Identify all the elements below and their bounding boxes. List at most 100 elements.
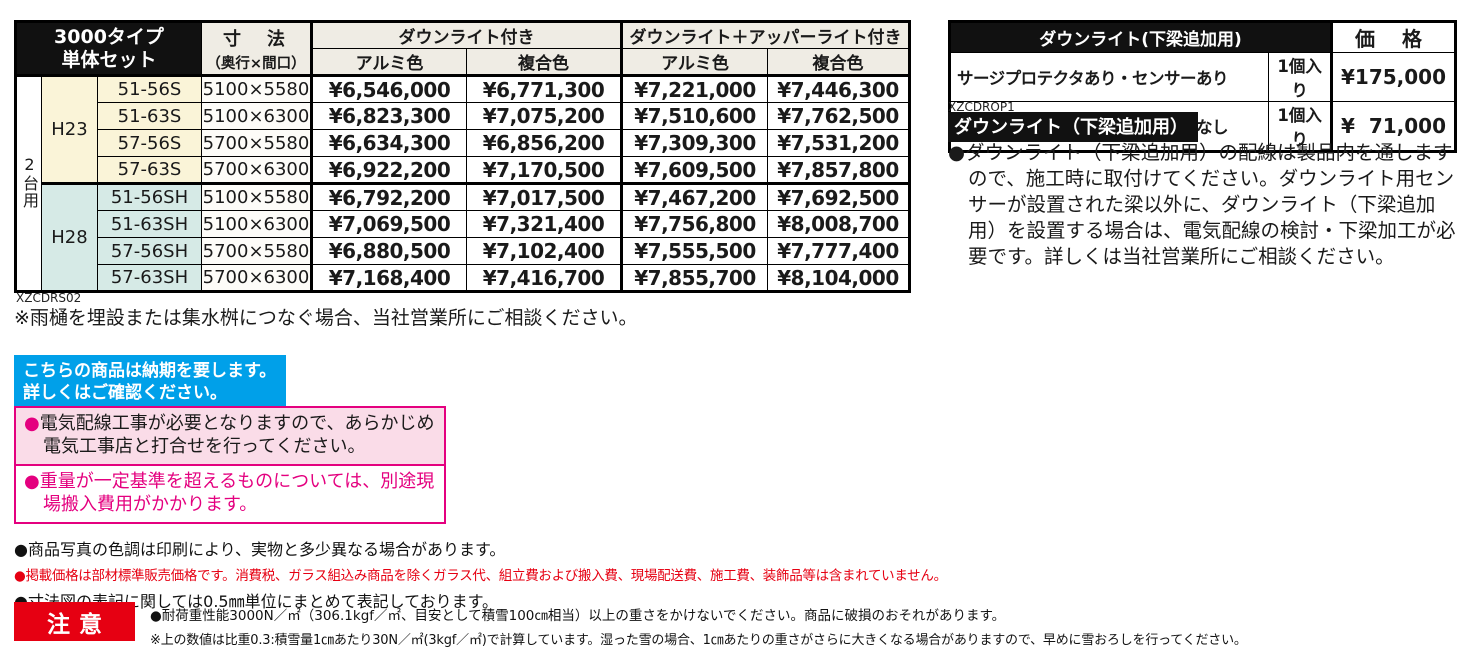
price-cell: ¥7,857,800	[767, 156, 910, 185]
price-cell: ¥7,069,500	[310, 210, 467, 238]
rain-gutter-note: ※雨樋を埋設または集水桝につなぐ場合、当社営業所にご相談ください。	[14, 307, 638, 329]
price-cell: ¥6,880,500	[310, 237, 467, 265]
price-amount: 71,000	[1368, 114, 1446, 138]
table-row: 57-56SH 5700×5580 ¥6,880,500 ¥7,102,400 …	[16, 237, 910, 265]
dimension-header: 寸 法 （奥行×間口）	[201, 21, 312, 77]
side-table-header-row: ダウンライト(下梁追加用) 価 格	[949, 21, 1457, 53]
size-cell: 5700×6300	[201, 264, 312, 292]
price-cell: ¥6,792,200	[310, 183, 467, 211]
yen-symbol: ¥	[1340, 114, 1355, 138]
dimension-header-line1: 寸 法	[223, 28, 289, 50]
side-table-row: サージプロテクタあり・センサーあり 1個入り ¥ 175,000	[948, 52, 1457, 102]
option-label: サージプロテクタあり・センサーあり	[948, 52, 1270, 102]
price-cell: ¥7,168,400	[310, 264, 467, 292]
price-cell: ¥7,102,400	[466, 237, 622, 265]
price-cell: ¥7,075,200	[466, 102, 622, 130]
model-cell: 57-63S	[97, 156, 202, 185]
table-title: 3000タイプ 単体セット	[15, 21, 202, 77]
table-row: 57-63SH 5700×6300 ¥7,168,400 ¥7,416,700 …	[16, 264, 910, 292]
weight-notice-box: ●重量が一定基準を超えるものについては、別途現場搬入費用がかかります。	[14, 464, 446, 524]
price-cell: ¥6,856,200	[466, 129, 622, 157]
main-price-table: 3000タイプ 単体セット 寸 法 （奥行×間口） ダウンライト付き ダウンライ…	[14, 20, 911, 293]
row-group-2dai: 2台用	[15, 75, 42, 292]
side-table-code: XZCDROP1	[948, 100, 1015, 114]
header-row-groups: 3000タイプ 単体セット 寸 法 （奥行×間口） ダウンライト付き ダウンライ…	[15, 21, 910, 77]
subheader-fukugo-2: 複合色	[767, 48, 910, 77]
table-row: 57-56S 5700×5580 ¥6,634,300 ¥6,856,200 ¥…	[16, 129, 910, 157]
dimension-header-line2: （奥行×間口）	[206, 55, 306, 72]
size-cell: 5100×5580	[201, 75, 312, 103]
dimension-notation-note: ●寸法図の表記に関しては0.5㎜単位にまとめて表記しております。	[14, 592, 499, 611]
price-cell: ¥7,762,500	[767, 102, 910, 130]
subheader-alumi-1: アルミ色	[310, 48, 467, 77]
size-cell: 5700×5580	[201, 129, 312, 157]
bullet-icon: ●	[24, 413, 40, 434]
price-column-header: 価 格	[1329, 21, 1457, 53]
price-cell: ¥6,823,300	[310, 102, 467, 130]
price-amount: 175,000	[1354, 65, 1446, 89]
size-cell: 5700×5580	[201, 237, 312, 265]
price-cell: ¥7,017,500	[466, 183, 622, 211]
model-cell: 51-56SH	[97, 183, 202, 211]
table-title-line1: 3000タイプ	[54, 25, 164, 48]
price-cell: ¥7,777,400	[767, 237, 910, 265]
model-cell: 57-56SH	[97, 237, 202, 265]
height-group-h28: H28	[41, 183, 98, 292]
group-header-downlight-upperlight: ダウンライト＋アッパーライト付き	[620, 21, 910, 49]
table-row: H28 51-56SH 5100×5580 ¥6,792,200 ¥7,017,…	[16, 183, 910, 292]
weight-notice-text: ●重量が一定基準を超えるものについては、別途現場搬入費用がかかります。	[24, 471, 435, 516]
electric-work-notice-box: ●電気配線工事が必要となりますので、あらかじめ電気工事店と打合せを行ってください…	[14, 406, 446, 466]
photo-color-note: ●商品写真の色調は印刷により、実物と多少異なる場合があります。	[14, 540, 506, 559]
model-cell: 51-63S	[97, 102, 202, 130]
model-cell: 51-56S	[97, 75, 202, 103]
side-table-title: ダウンライト(下梁追加用)	[949, 21, 1332, 53]
price-cell: ¥7,692,500	[767, 183, 910, 211]
price-cell: ¥8,104,000	[767, 264, 910, 292]
main-table-code: XZCDRS02	[16, 291, 82, 305]
downlight-option-table: ダウンライト(下梁追加用) 価 格 サージプロテクタあり・センサーあり 1個入り…	[948, 20, 1457, 153]
footnotes: ●商品写真の色調は印刷により、実物と多少異なる場合があります。 ●掲載価格は部材…	[14, 536, 947, 612]
price-cell: ¥7,446,300	[767, 75, 910, 103]
size-cell: 5100×6300	[201, 102, 312, 130]
price-cell: ¥7,510,600	[620, 102, 768, 130]
price-cell: ¥7,609,500	[620, 156, 768, 185]
caution-badge: 注意	[14, 602, 135, 641]
header-row-colors: アルミ色 複合色 アルミ色 複合色	[16, 48, 910, 77]
price-cell: ¥7,321,400	[466, 210, 622, 238]
table-row: 57-63S 5700×6300 ¥6,922,200 ¥7,170,500 ¥…	[16, 156, 910, 185]
downlight-section-text: ●ダウンライト（下梁追加用）の配線は製品内を通しますので、施工時に取付けてくださ…	[948, 141, 1456, 268]
price-cell: ¥7,555,500	[620, 237, 768, 265]
table-row: 51-63SH 5100×6300 ¥7,069,500 ¥7,321,400 …	[16, 210, 910, 238]
caution-text-block: ●耐荷重性能3000N／㎡（306.1kgf／㎡、目安として積雪100㎝相当）以…	[150, 604, 1450, 648]
delivery-notice-line2: 詳しくはご確認ください。	[23, 383, 227, 404]
table-title-line2: 単体セット	[61, 48, 157, 71]
yen-symbol: ¥	[1340, 65, 1355, 89]
delivery-notice-box: こちらの商品は納期を要します。 詳しくはご確認ください。	[14, 355, 287, 411]
height-group-h23: H23	[41, 75, 98, 185]
price-disclaimer-note: ●掲載価格は部材標準販売価格です。消費税、ガラス組込み商品を除くガラス代、組立費…	[14, 568, 947, 584]
price-cell: ¥7,221,000	[620, 75, 768, 103]
table-row: 51-63S 5100×6300 ¥6,823,300 ¥7,075,200 ¥…	[16, 102, 910, 130]
price-cell: ¥6,922,200	[310, 156, 467, 185]
subheader-fukugo-1: 複合色	[466, 48, 622, 77]
model-cell: 51-63SH	[97, 210, 202, 238]
price-cell: ¥6,546,000	[310, 75, 467, 103]
caution-line2: ※上の数値は比重0.3:積雪量1㎝あたり30N／㎡(3kgf／㎡)で計算していま…	[150, 633, 1247, 648]
electric-work-notice-text: 電気配線工事が必要となりますので、あらかじめ電気工事店と打合せを行ってください。	[39, 413, 435, 458]
caution-line1: ●耐荷重性能3000N／㎡（306.1kgf／㎡、目安として積雪100㎝相当）以…	[150, 608, 1006, 624]
model-cell: 57-63SH	[97, 264, 202, 292]
option-price: ¥ 71,000	[1329, 101, 1457, 152]
downlight-section-heading: ダウンライト（下梁追加用）	[948, 112, 1198, 142]
subheader-alumi-2: アルミ色	[620, 48, 768, 77]
size-cell: 5700×6300	[201, 156, 312, 185]
price-cell: ¥7,170,500	[466, 156, 622, 185]
price-cell: ¥7,416,700	[466, 264, 622, 292]
price-cell: ¥7,309,300	[620, 129, 768, 157]
option-price: ¥ 175,000	[1329, 52, 1457, 102]
size-cell: 5100×5580	[201, 183, 312, 211]
option-qty: 1個入り	[1268, 52, 1332, 102]
price-cell: ¥7,467,200	[620, 183, 768, 211]
delivery-notice-line1: こちらの商品は納期を要します。	[23, 361, 277, 381]
price-cell: ¥7,756,800	[620, 210, 768, 238]
